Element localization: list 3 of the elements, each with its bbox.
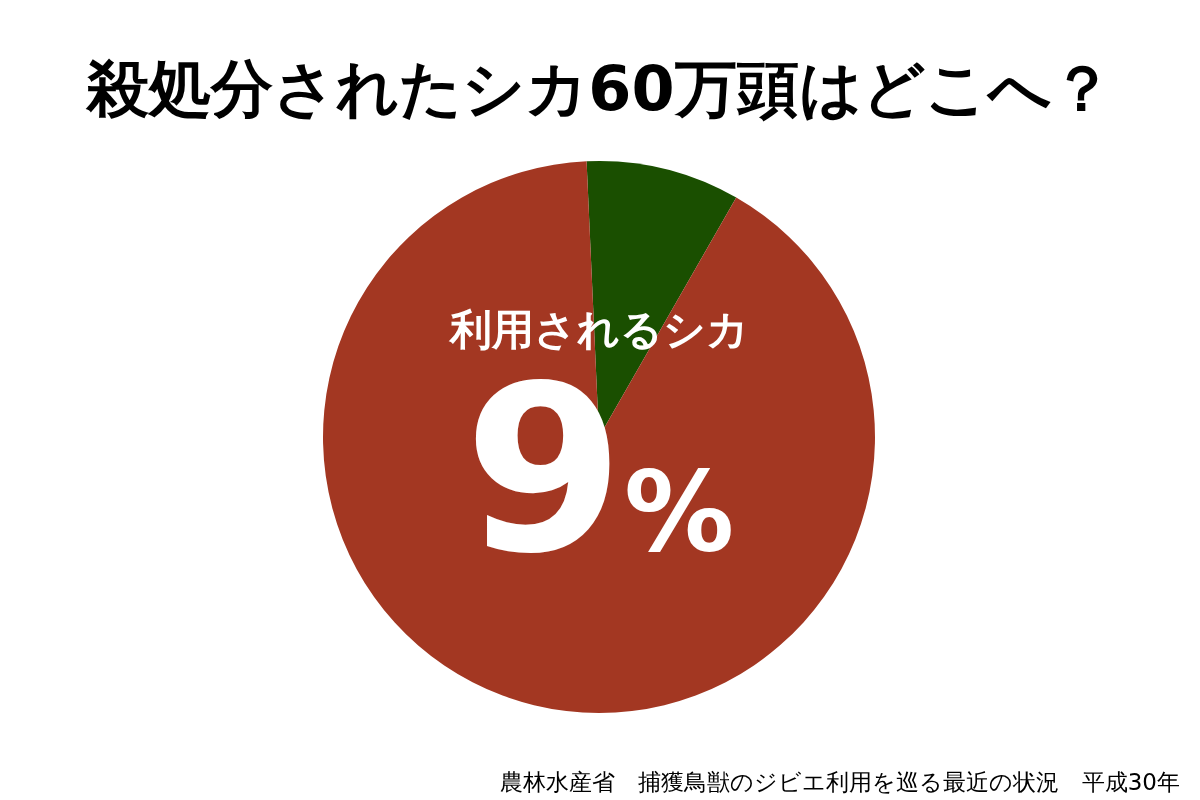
chart-title: 殺処分されたシカ60万頭はどこへ？ [85,52,1113,125]
pie-slice [323,161,875,713]
text: 農林水産省 捕獲鳥獣のジビエ利用を巡る最近の状況 平成30年 [499,769,1180,795]
